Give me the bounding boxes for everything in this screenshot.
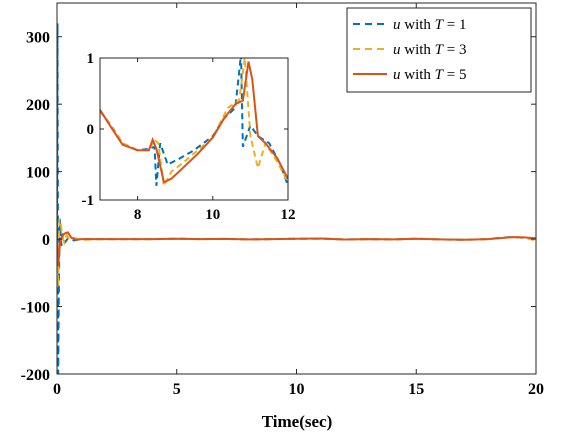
inset-x-tick-label: 8 bbox=[134, 207, 142, 223]
series-line-2 bbox=[57, 218, 536, 287]
x-tick-label: 5 bbox=[173, 381, 181, 398]
x-tick-label: 20 bbox=[528, 381, 544, 398]
inset-series-line-1 bbox=[100, 58, 288, 187]
legend-entry: u with T = 3 bbox=[393, 42, 466, 58]
y-tick-label: 300 bbox=[26, 30, 50, 47]
inset-y-tick-label: -1 bbox=[82, 193, 95, 209]
inset-series-line-2 bbox=[100, 58, 288, 190]
x-tick-label: 10 bbox=[289, 381, 305, 398]
inset-y-tick-label: 0 bbox=[87, 122, 95, 138]
main-plot-lines bbox=[57, 23, 536, 374]
legend: u with T = 1 u with T = 3 u with T = 5 bbox=[346, 7, 532, 93]
y-tick-label: 200 bbox=[26, 97, 50, 114]
inset-x-tick-label: 12 bbox=[281, 207, 296, 223]
inset-plot: 8 10 12 -1 0 1 bbox=[82, 51, 296, 223]
inset-series-line-3 bbox=[100, 61, 288, 184]
x-tick-label: 0 bbox=[53, 381, 61, 398]
x-axis-label: Time(sec) bbox=[262, 412, 333, 431]
inset-lines bbox=[100, 58, 288, 190]
y-tick-label: -100 bbox=[21, 300, 50, 317]
y-tick-label: -200 bbox=[21, 367, 50, 384]
legend-entry: u with T = 5 bbox=[393, 67, 466, 83]
legend-entry: u with T = 1 bbox=[393, 17, 466, 33]
y-tick-label: 0 bbox=[42, 232, 50, 249]
y-tick-label: 100 bbox=[26, 165, 50, 182]
inset-y-tick-label: 1 bbox=[87, 51, 95, 67]
series-line-3 bbox=[57, 231, 536, 267]
inset-x-tick-label: 10 bbox=[205, 207, 220, 223]
inset-background bbox=[100, 58, 288, 200]
x-tick-label: 15 bbox=[408, 381, 424, 398]
